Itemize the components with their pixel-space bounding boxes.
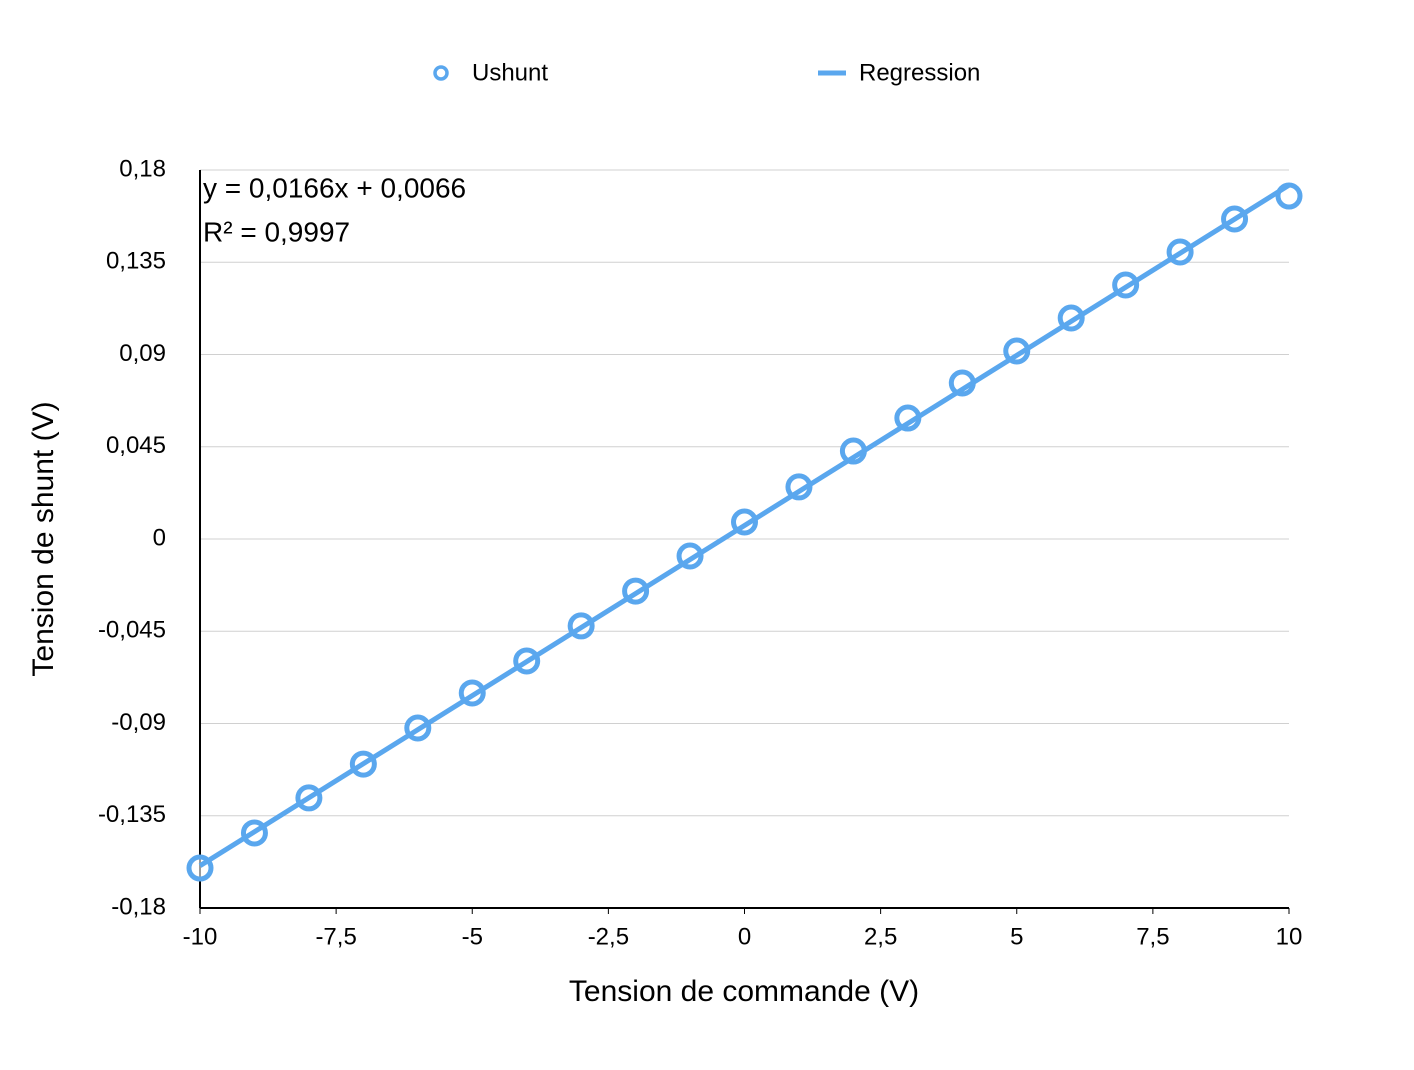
y-tick-label: 0,18 [119,155,166,182]
x-tick-label: -2,5 [588,923,629,950]
y-tick-label: 0,135 [106,248,166,275]
x-tick-label: 7,5 [1136,923,1169,950]
regression-line [198,183,1291,868]
y-tick-label: 0,045 [106,432,166,459]
legend-label: Ushunt [472,59,548,86]
legend-label: Regression [859,59,980,86]
annotation: R² = 0,9997 [203,216,350,247]
x-tick-label: -7,5 [315,923,356,950]
y-tick-label: -0,09 [111,709,166,736]
y-tick-label: 0,09 [119,340,166,367]
annotation: y = 0,0166x + 0,0066 [203,172,466,203]
x-tick-label: 10 [1276,923,1303,950]
y-axis-title: Tension de shunt (V) [27,401,60,676]
x-tick-label: -10 [183,923,218,950]
legend-swatch [433,65,449,81]
y-tick-label: -0,135 [98,801,166,828]
y-tick-label: -0,18 [111,893,166,920]
x-tick-label: 0 [738,923,751,950]
x-axis-title: Tension de commande (V) [569,975,919,1008]
y-tick-label: 0 [153,524,166,551]
y-tick-label: -0,045 [98,617,166,644]
x-tick-label: -5 [462,923,483,950]
x-tick-label: 2,5 [864,923,897,950]
x-tick-label: 5 [1010,923,1023,950]
